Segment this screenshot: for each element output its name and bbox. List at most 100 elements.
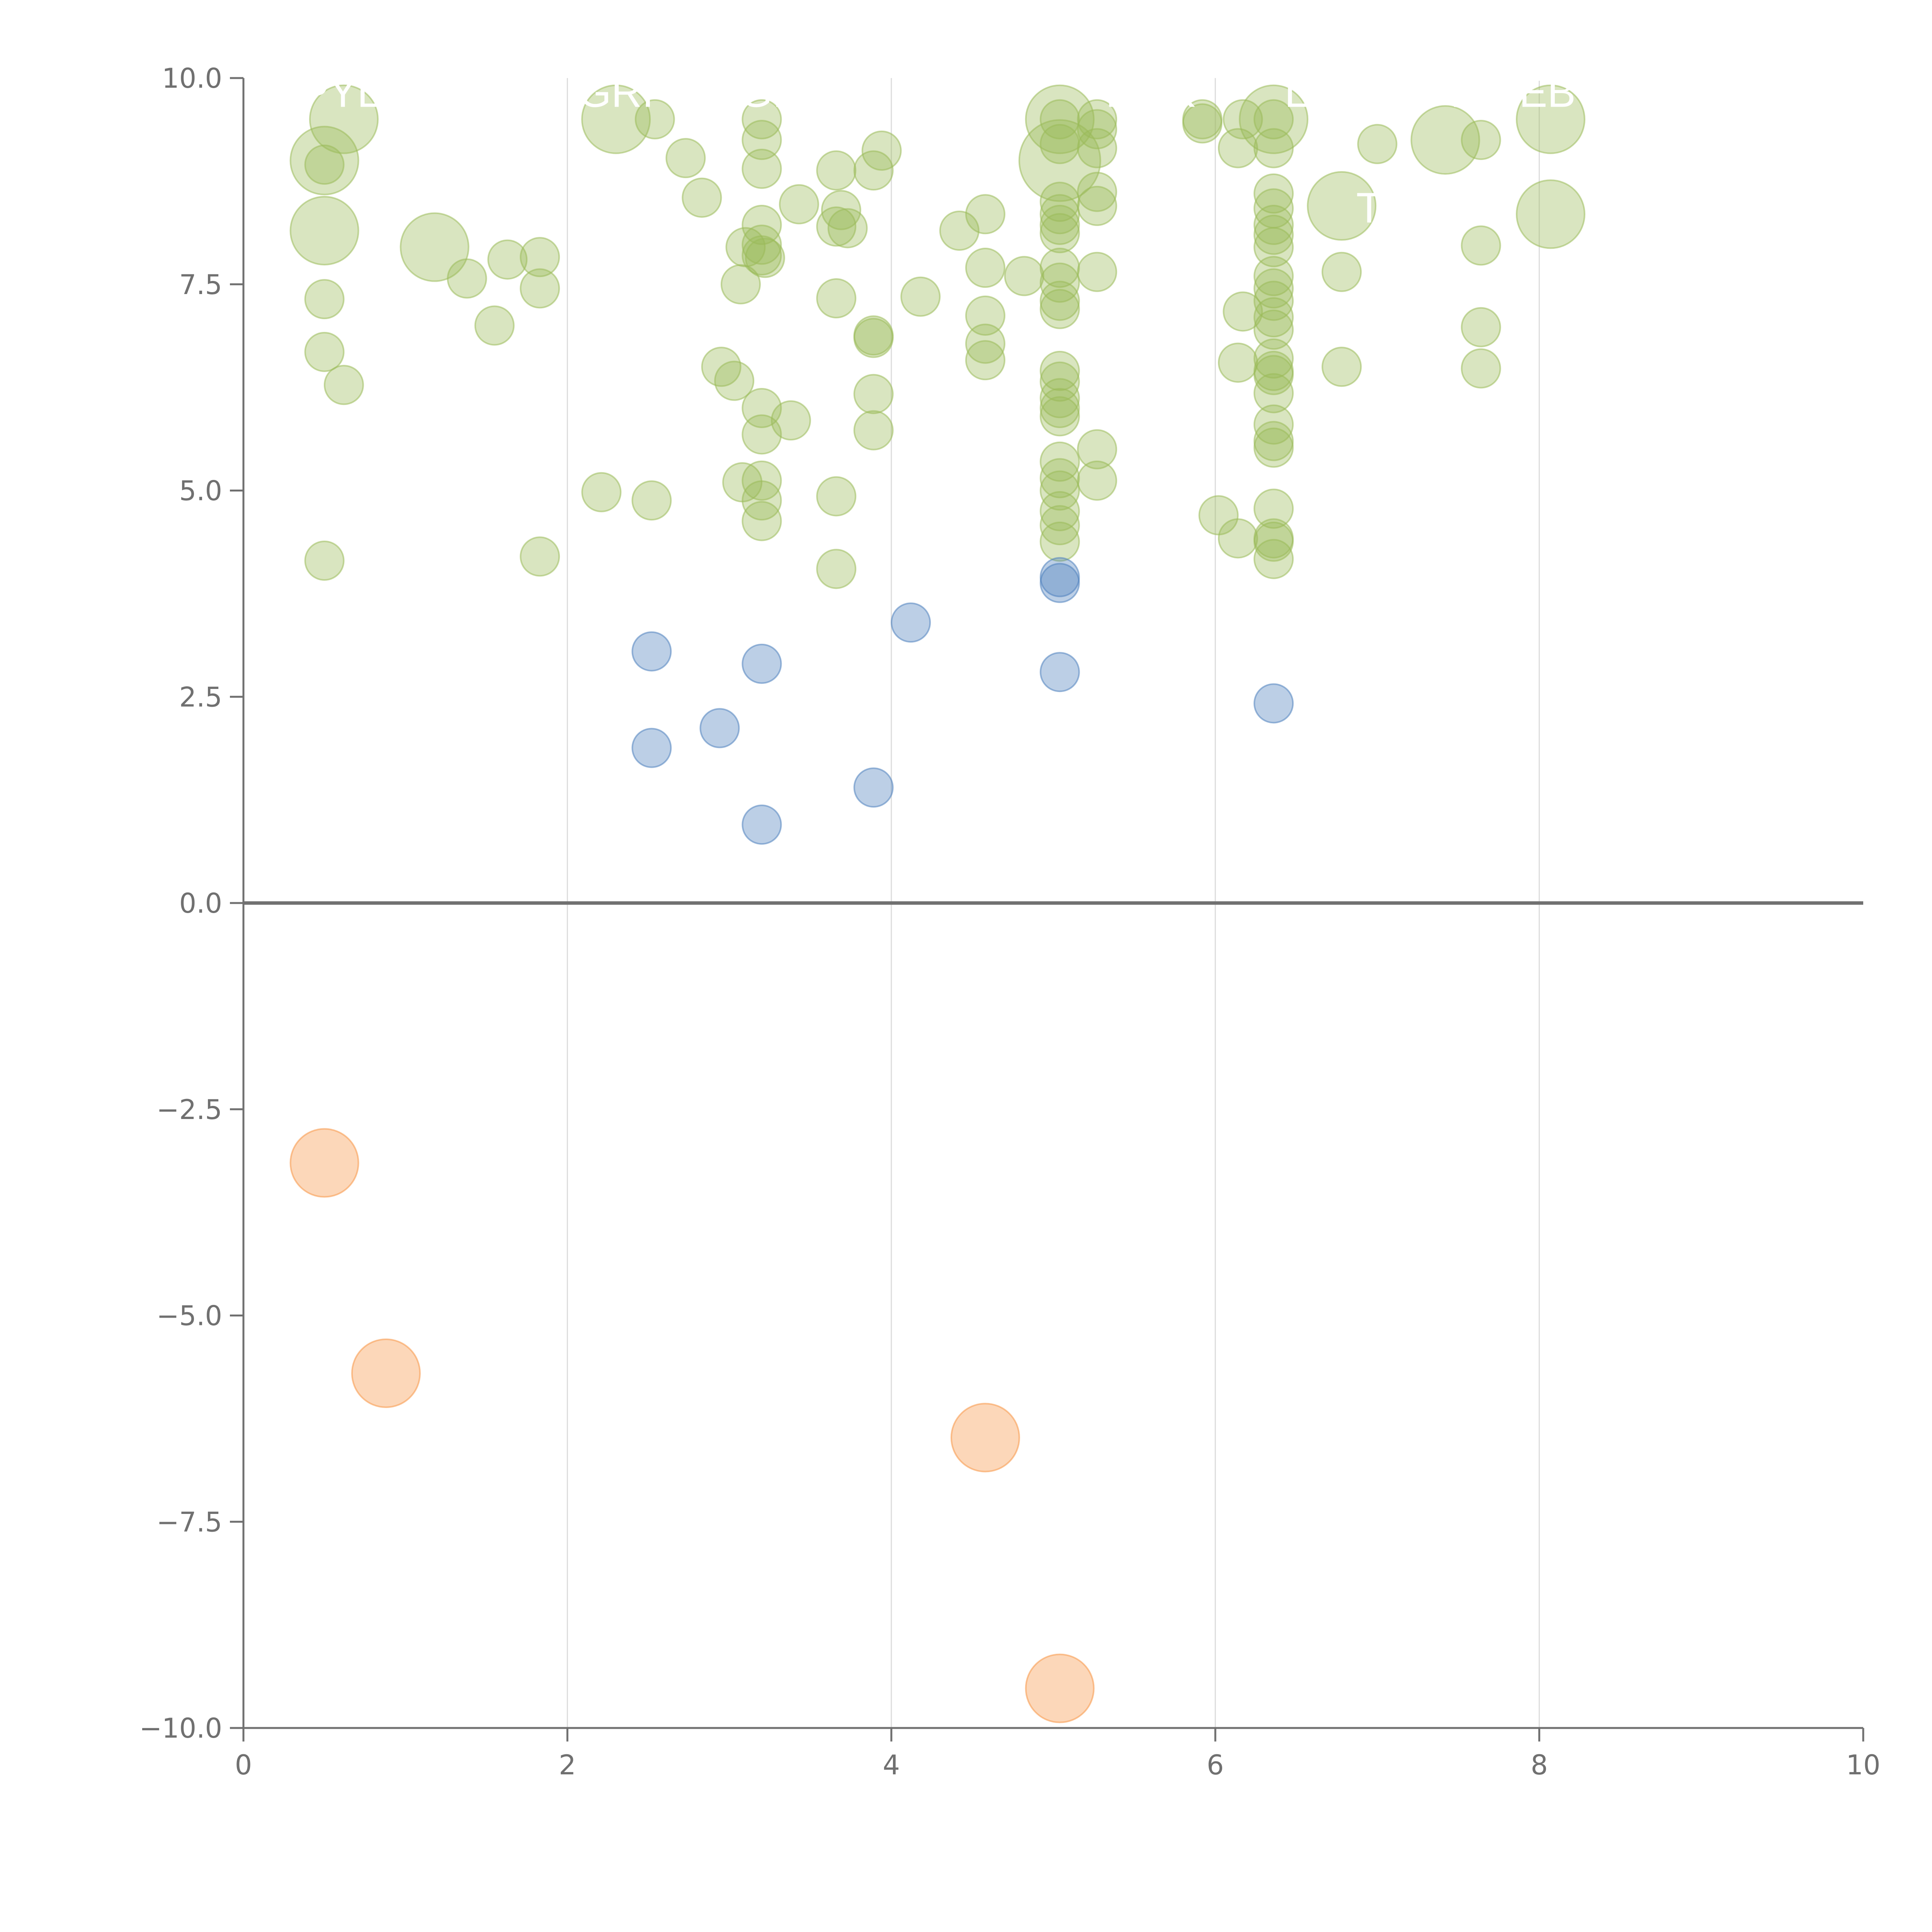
data-point-green — [1253, 404, 1294, 445]
data-point-green — [1039, 99, 1080, 139]
data-point-green — [853, 410, 894, 451]
y-tick-label: 2.5 — [179, 681, 222, 713]
data-point-green — [1223, 99, 1263, 139]
data-point-green — [1077, 460, 1117, 501]
data-point-green — [1253, 281, 1294, 321]
data-point-green — [1253, 128, 1294, 168]
axes: 10.0 7.5 5.0 2.5 0.0 −2.5 −5.0 −7.5 −10.0 0 2 4 6 8 10 — [139, 63, 1880, 1781]
annotation-layer: PYL GRI GI DUK L AP EB T — [301, 69, 1576, 232]
data-point-green — [770, 400, 811, 441]
data-point-green — [1039, 248, 1080, 288]
data-point-green — [1410, 105, 1480, 175]
data-point-green — [816, 278, 857, 319]
data-point-green — [1039, 521, 1080, 562]
data-point-green — [1039, 378, 1080, 418]
data-point-green — [965, 248, 1005, 288]
data-point-green — [900, 276, 941, 317]
x-tick-label: 4 — [883, 1749, 900, 1781]
data-point-green — [520, 536, 560, 577]
data-point-green — [304, 145, 345, 185]
data-point-green — [1218, 342, 1258, 383]
point-label: T — [1356, 184, 1382, 232]
data-point-green — [1039, 289, 1080, 329]
data-point-green — [1253, 205, 1294, 245]
data-point-green — [816, 150, 857, 191]
data-point-green — [742, 235, 782, 276]
data-point-green — [1253, 268, 1294, 309]
data-point-green — [1077, 128, 1117, 168]
data-point-green — [1077, 172, 1117, 212]
point-label: DUK — [1105, 69, 1195, 116]
data-point-green — [853, 374, 894, 414]
data-point-green — [631, 480, 672, 521]
data-point-green — [1253, 173, 1294, 214]
data-point-green — [853, 318, 894, 358]
y-tick-label: 10.0 — [162, 63, 222, 94]
x-tick-label: 6 — [1207, 1749, 1224, 1781]
data-point-green — [1239, 84, 1309, 154]
data-point-green — [304, 540, 345, 581]
point-label: EB — [1519, 69, 1576, 116]
data-point-green — [1461, 307, 1501, 347]
data-point-blue — [1253, 683, 1294, 724]
data-point-green — [742, 480, 782, 521]
data-point-green — [720, 264, 761, 304]
data-point-green — [1321, 347, 1362, 387]
data-point-green — [1321, 252, 1362, 292]
data-point-green — [1077, 185, 1117, 226]
data-point-orange — [351, 1338, 421, 1408]
data-point-green — [474, 305, 515, 346]
y-tick-label: 7.5 — [179, 269, 222, 301]
y-tick-label: 5.0 — [179, 475, 222, 507]
data-point-green — [1307, 171, 1377, 241]
data-point-green — [827, 208, 868, 248]
data-point-blue — [631, 631, 672, 672]
data-point-green — [309, 84, 379, 154]
data-point-green — [816, 206, 857, 247]
data-point-blue — [699, 708, 740, 748]
data-point-green — [1253, 521, 1294, 562]
data-point-green — [1223, 291, 1263, 332]
data-point-green — [1218, 518, 1258, 559]
data-point-green — [742, 148, 782, 189]
data-point-green — [1077, 99, 1117, 139]
data-point-blue — [1039, 557, 1080, 597]
data-point-green — [520, 237, 560, 277]
data-point-green — [1039, 213, 1080, 253]
data-point-blue — [631, 728, 672, 768]
data-point-green — [965, 323, 1005, 364]
data-point-green — [1253, 297, 1294, 338]
data-point-green — [289, 126, 359, 196]
data-point-green — [1253, 99, 1294, 139]
data-point-green — [965, 295, 1005, 336]
data-point-green — [1253, 338, 1294, 379]
data-point-blue — [1039, 652, 1080, 692]
data-point-green — [1515, 84, 1585, 154]
data-point-green — [1253, 427, 1294, 468]
data-point-green — [1039, 124, 1080, 164]
data-point-green — [1253, 539, 1294, 579]
data-point-green — [581, 472, 622, 512]
point-label: GI — [739, 69, 784, 116]
data-point-green — [304, 332, 345, 372]
data-point-green — [714, 361, 755, 401]
data-point-green — [1253, 227, 1294, 267]
data-point-green — [1357, 124, 1398, 164]
bubble-layer — [289, 84, 1585, 1723]
data-point-orange — [289, 1128, 359, 1198]
data-point-green — [816, 549, 857, 589]
data-point-green — [965, 340, 1005, 381]
data-point-green — [1039, 396, 1080, 437]
y-tick-label: −2.5 — [156, 1094, 222, 1126]
point-label: PYL — [301, 69, 381, 116]
data-point-green — [1039, 441, 1080, 482]
data-point-orange — [1025, 1653, 1095, 1723]
y-tick-label: 0.0 — [179, 888, 222, 919]
data-point-blue — [742, 804, 782, 845]
data-point-green — [1461, 120, 1501, 160]
data-point-green — [581, 84, 651, 154]
data-point-green — [816, 476, 857, 517]
data-point-green — [1039, 470, 1080, 511]
data-point-green — [447, 258, 487, 299]
data-point-green — [1515, 179, 1585, 249]
